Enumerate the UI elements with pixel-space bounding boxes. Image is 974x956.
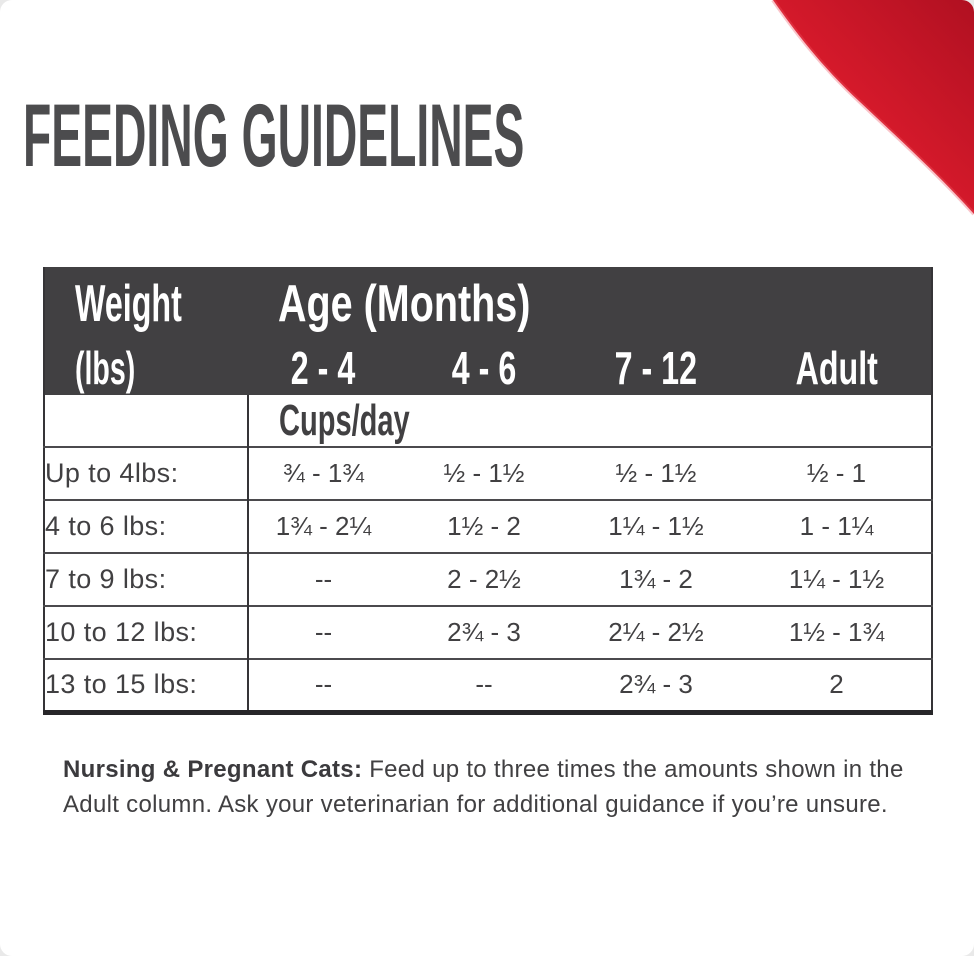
age-header-label: Age (Months) [278,275,531,333]
table-row: 13 to 15 lbs: -- -- 2¾ - 3 2 [44,658,933,712]
header-row-columns: (lbs) 2 - 4 4 - 6 7 - 12 Adult [44,341,933,395]
cups-value: 2¾ - 3 [398,605,570,659]
weight-range-label: 13 to 15 lbs: [44,658,249,712]
cups-value: 1¼ - 1½ [570,499,742,553]
weight-range-label: 10 to 12 lbs: [44,605,249,659]
cups-value: ½ - 1 [742,446,933,500]
table-row: Up to 4lbs: ¾ - 1¾ ½ - 1½ ½ - 1½ ½ - 1 [44,446,933,500]
col-header-4-6: 4 - 6 [398,341,570,395]
cups-value: -- [248,605,398,659]
nursing-note-bold: Nursing & Pregnant Cats: [63,756,363,783]
cups-value: 1¼ - 1½ [742,552,933,606]
nursing-note: Nursing & Pregnant Cats: Feed up to thre… [63,752,925,822]
units-cell: Cups/day [248,395,932,447]
col-header-adult: Adult [742,341,933,395]
cups-value: 2¼ - 2½ [570,605,742,659]
nursing-note-text: Feed up to three times the amounts shown… [63,756,904,818]
cups-value: 1¾ - 2¼ [248,499,398,553]
cups-value: ¾ - 1¾ [248,446,398,500]
cups-value: -- [398,658,570,712]
weight-header-label: Weight [75,275,182,333]
col-header-7-12: 7 - 12 [570,341,742,395]
units-label: Cups/day [279,395,410,445]
cups-value: -- [248,552,398,606]
header-row-top: Weight Age (Months) [44,267,933,341]
units-row-empty-cell [44,395,249,447]
weight-range-label: 7 to 9 lbs: [44,552,249,606]
weight-header-cell: Weight [44,267,248,341]
weight-range-label: Up to 4lbs: [44,446,249,500]
cups-value: 2 - 2½ [398,552,570,606]
cups-value: 1½ - 1¾ [742,605,933,659]
cups-value: 1¾ - 2 [570,552,742,606]
red-swoosh-decoration [771,0,974,216]
weight-unit-cell: (lbs) [44,341,248,395]
cups-value: 2¾ - 3 [570,658,742,712]
units-row: Cups/day [44,395,932,447]
cups-value: 1 - 1¼ [742,499,933,553]
cups-value: ½ - 1½ [570,446,742,500]
table-row: 4 to 6 lbs: 1¾ - 2¼ 1½ - 2 1¼ - 1½ 1 - 1… [44,499,933,553]
cups-value: 1½ - 2 [398,499,570,553]
weight-range-label: 4 to 6 lbs: [44,499,249,553]
age-header-cell: Age (Months) [248,267,933,341]
weight-unit-label: (lbs) [75,342,136,394]
table-row: 7 to 9 lbs: -- 2 - 2½ 1¾ - 2 1¼ - 1½ [44,552,933,606]
table-row: 10 to 12 lbs: -- 2¾ - 3 2¼ - 2½ 1½ - 1¾ [44,605,933,659]
feeding-table: Weight Age (Months) (lbs) 2 - 4 4 - 6 7 … [43,267,934,715]
cups-value: ½ - 1½ [398,446,570,500]
cups-value: 2 [742,658,933,712]
page-title: FEEDING GUIDELINES [23,85,525,185]
col-header-2-4: 2 - 4 [248,341,398,395]
cups-value: -- [248,658,398,712]
